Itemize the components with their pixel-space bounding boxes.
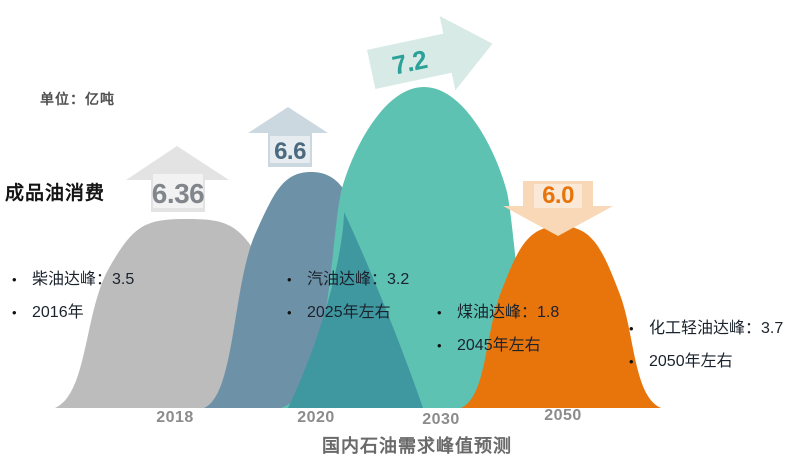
unit-label: 单位：亿吨	[40, 91, 115, 107]
x-label-2018: 2018	[156, 409, 194, 426]
note-gasoline: • 汽油达峰：3.2 • 2025年左右	[287, 263, 409, 329]
x-label-2020: 2020	[297, 409, 335, 426]
peak-value-2050: 6.0	[542, 182, 574, 209]
value-highlight	[270, 136, 310, 163]
peak-value-2020: 6.6	[274, 138, 306, 165]
note-line: • 2045年左右	[437, 329, 559, 362]
note-text: 化工轻油达峰：3.7	[649, 320, 784, 337]
mountain-chemical-oil-2050	[461, 226, 661, 408]
peak-arrow-2050: 6.0	[503, 181, 613, 236]
peak-arrow-2020: 6.6	[248, 107, 328, 167]
note-line: • 2050年左右	[629, 345, 783, 378]
category-label: 成品油消费	[5, 183, 106, 204]
value-highlight	[153, 174, 203, 208]
bullet-icon: •	[437, 305, 442, 320]
bullet-icon: •	[287, 272, 292, 287]
note-text: 煤油达峰：1.8	[457, 304, 560, 321]
right-arrow-icon	[367, 16, 493, 91]
note-line: • 煤油达峰：1.8	[437, 296, 559, 329]
note-text: 2045年左右	[457, 337, 541, 354]
peak-value-2030: 7.2	[389, 44, 429, 81]
note-chemical-oil: • 化工轻油达峰：3.7 • 2050年左右	[629, 312, 783, 378]
note-line: • 2025年左右	[287, 296, 409, 329]
peak-arrow-2018: 6.36	[126, 146, 229, 212]
bullet-icon: •	[437, 338, 442, 353]
note-kerosene: • 煤油达峰：1.8 • 2045年左右	[437, 296, 559, 362]
bullet-icon: •	[12, 272, 17, 287]
down-arrow-icon	[503, 181, 613, 236]
bullet-icon: •	[287, 305, 292, 320]
chart-title: 国内石油需求峰值预测	[322, 436, 512, 456]
note-line: • 化工轻油达峰：3.7	[629, 312, 783, 345]
note-line: • 汽油达峰：3.2	[287, 263, 409, 296]
bullet-icon: •	[629, 321, 634, 336]
bullet-icon: •	[12, 305, 17, 320]
x-label-2050: 2050	[544, 407, 582, 424]
overlap-gasoline-kerosene	[288, 212, 423, 408]
peak-arrow-2030: 7.2	[367, 16, 493, 91]
note-text: 柴油达峰：3.5	[32, 271, 135, 288]
peak-value-2018: 6.36	[152, 178, 205, 209]
note-text: 2025年左右	[307, 304, 391, 321]
note-text: 2050年左右	[649, 353, 733, 370]
note-line: • 柴油达峰：3.5	[12, 263, 134, 296]
note-diesel: • 柴油达峰：3.5 • 2016年	[12, 263, 134, 329]
note-text: 2016年	[32, 304, 84, 321]
note-text: 汽油达峰：3.2	[307, 271, 410, 288]
note-line: • 2016年	[12, 296, 134, 329]
value-highlight	[534, 184, 582, 208]
x-label-2030: 2030	[422, 411, 460, 428]
bullet-icon: •	[629, 354, 634, 369]
